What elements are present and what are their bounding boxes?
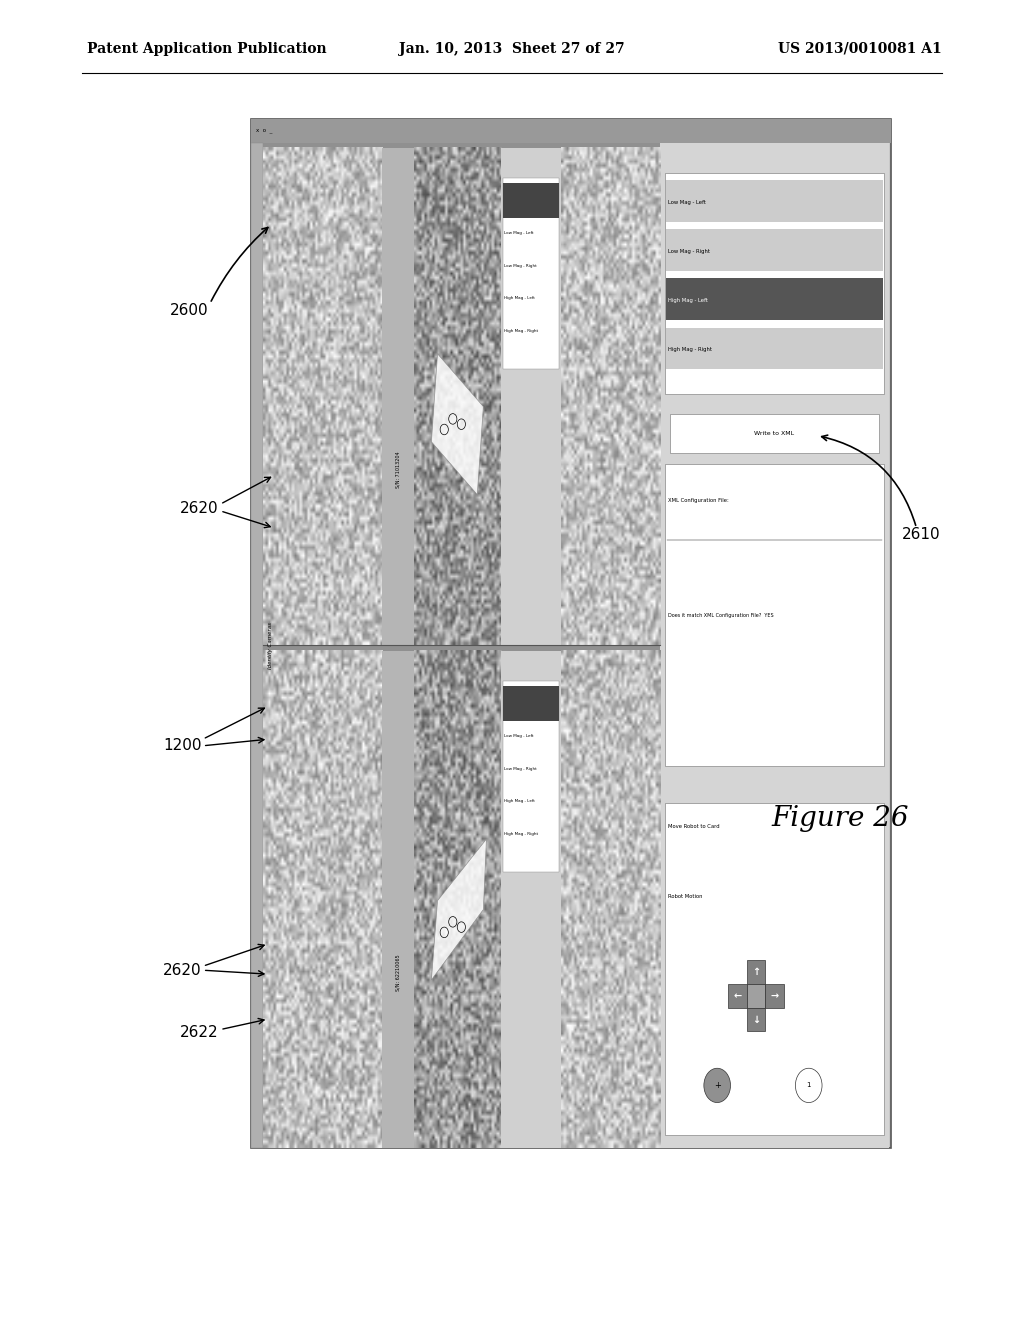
Text: High Mag - Right: High Mag - Right bbox=[504, 329, 539, 333]
Text: High Mag - Left: High Mag - Left bbox=[504, 297, 536, 301]
Text: Low Mag - Right: Low Mag - Right bbox=[504, 767, 537, 771]
Bar bbox=[382, 148, 414, 645]
Text: 2620: 2620 bbox=[180, 500, 219, 516]
Bar bbox=[502, 651, 561, 1148]
Text: Write to XML: Write to XML bbox=[755, 432, 795, 436]
Circle shape bbox=[796, 1068, 822, 1102]
Bar bbox=[666, 804, 884, 1135]
Polygon shape bbox=[431, 840, 486, 979]
Bar bbox=[251, 119, 891, 1148]
Text: Jan. 10, 2013  Sheet 27 of 27: Jan. 10, 2013 Sheet 27 of 27 bbox=[399, 42, 625, 55]
Bar bbox=[765, 983, 783, 1007]
Bar bbox=[251, 143, 263, 1148]
Text: Robot Motion: Robot Motion bbox=[669, 894, 702, 899]
Text: S/N: 62210065: S/N: 62210065 bbox=[395, 954, 400, 991]
Text: 1200: 1200 bbox=[163, 738, 202, 754]
Text: Low Mag - Left: Low Mag - Left bbox=[504, 231, 534, 235]
Bar bbox=[660, 143, 889, 1148]
Bar bbox=[667, 279, 883, 321]
Text: High Mag - Right: High Mag - Right bbox=[669, 347, 712, 352]
Text: →: → bbox=[770, 991, 778, 1001]
Bar bbox=[667, 180, 883, 222]
Text: 2600: 2600 bbox=[170, 302, 209, 318]
Bar bbox=[746, 1007, 765, 1031]
Text: Identify Cameras: Identify Cameras bbox=[268, 622, 273, 669]
Text: Figure 26: Figure 26 bbox=[771, 805, 908, 832]
Circle shape bbox=[703, 1068, 730, 1102]
Text: Low Mag - Right: Low Mag - Right bbox=[669, 249, 711, 253]
Bar bbox=[504, 182, 559, 218]
Bar bbox=[746, 960, 765, 983]
Text: Low Mag - Right: Low Mag - Right bbox=[504, 264, 537, 268]
Text: Low Mag - Left: Low Mag - Left bbox=[504, 734, 534, 738]
Text: ←: ← bbox=[733, 991, 741, 1001]
Bar bbox=[671, 414, 879, 454]
Text: Low Mag - Left: Low Mag - Left bbox=[669, 199, 706, 205]
Text: Does it match XML Configuration File?  YES: Does it match XML Configuration File? YE… bbox=[669, 612, 774, 618]
Text: 2610: 2610 bbox=[902, 527, 941, 543]
Text: High Mag - Left: High Mag - Left bbox=[669, 298, 708, 304]
Text: S/N: 71013204: S/N: 71013204 bbox=[395, 451, 400, 488]
Text: XML Configuration File:: XML Configuration File: bbox=[669, 498, 729, 503]
Text: 2620: 2620 bbox=[163, 962, 202, 978]
Bar bbox=[667, 230, 883, 271]
Bar bbox=[667, 327, 883, 370]
Bar bbox=[666, 465, 884, 766]
Text: +: + bbox=[714, 1081, 721, 1090]
Polygon shape bbox=[431, 354, 483, 495]
Bar bbox=[251, 119, 891, 143]
Text: ↓: ↓ bbox=[752, 1015, 760, 1024]
Bar bbox=[504, 178, 559, 368]
Text: High Mag - Right: High Mag - Right bbox=[504, 832, 539, 836]
Bar bbox=[504, 685, 559, 721]
Bar bbox=[502, 148, 561, 645]
Text: Patent Application Publication: Patent Application Publication bbox=[87, 42, 327, 55]
Bar bbox=[504, 681, 559, 871]
Text: Move Robot to Card: Move Robot to Card bbox=[669, 824, 720, 829]
Text: x  o  _: x o _ bbox=[256, 128, 272, 133]
Text: ↑: ↑ bbox=[752, 968, 760, 977]
Bar bbox=[382, 651, 414, 1148]
Bar bbox=[728, 983, 746, 1007]
Text: US 2013/0010081 A1: US 2013/0010081 A1 bbox=[778, 42, 942, 55]
Bar bbox=[746, 983, 765, 1007]
Bar bbox=[666, 173, 884, 393]
Text: 1: 1 bbox=[807, 1082, 811, 1089]
Text: High Mag - Left: High Mag - Left bbox=[504, 800, 536, 804]
Text: 2622: 2622 bbox=[180, 1024, 219, 1040]
Bar bbox=[263, 143, 660, 1148]
